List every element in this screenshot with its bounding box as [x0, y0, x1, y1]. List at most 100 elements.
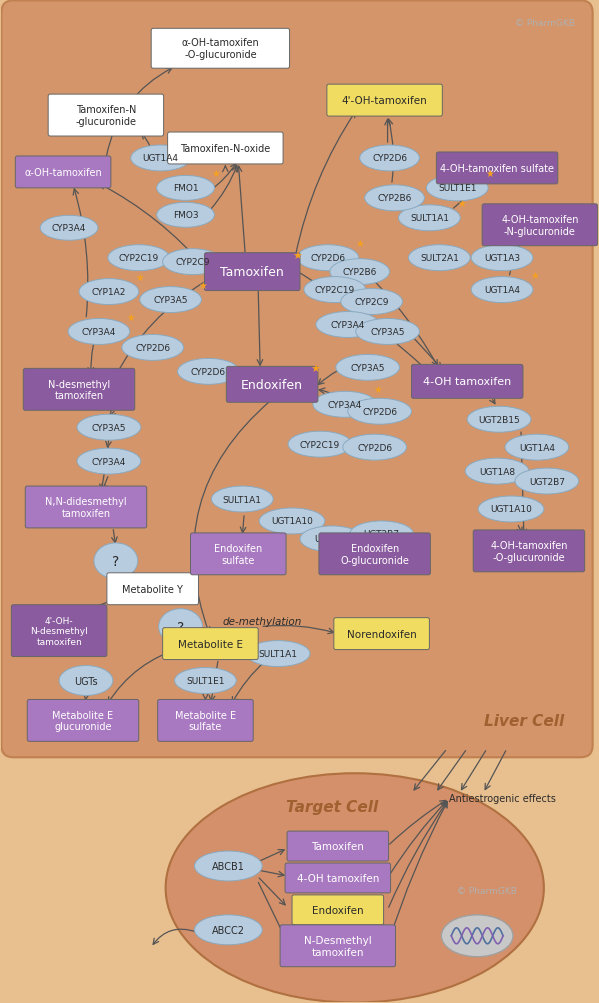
Ellipse shape — [300, 527, 364, 553]
Text: UGT1A10: UGT1A10 — [490, 505, 532, 514]
FancyBboxPatch shape — [226, 367, 318, 403]
Text: CYP3A4: CYP3A4 — [328, 400, 362, 409]
Text: SULT1A1: SULT1A1 — [223, 495, 262, 504]
Ellipse shape — [163, 250, 222, 276]
Ellipse shape — [471, 246, 533, 272]
Ellipse shape — [40, 216, 98, 241]
Text: CYP2D6: CYP2D6 — [372, 154, 407, 163]
Text: CYP2D6: CYP2D6 — [362, 407, 397, 416]
FancyBboxPatch shape — [163, 628, 258, 660]
Text: Endoxifen: Endoxifen — [312, 905, 364, 915]
Text: Endoxifen
O-glucuronide: Endoxifen O-glucuronide — [340, 544, 409, 565]
Text: Target Cell: Target Cell — [286, 798, 378, 813]
Text: © PharmGKB: © PharmGKB — [515, 19, 574, 28]
Text: ★: ★ — [356, 239, 364, 249]
Text: 4-OH tamoxifen: 4-OH tamoxifen — [297, 873, 379, 883]
Text: ★: ★ — [136, 273, 144, 282]
Ellipse shape — [79, 280, 139, 305]
Ellipse shape — [94, 544, 138, 579]
Text: 4-OH tamoxifen: 4-OH tamoxifen — [423, 377, 512, 387]
Text: FMO1: FMO1 — [173, 185, 198, 194]
Ellipse shape — [478, 496, 544, 523]
Ellipse shape — [157, 177, 214, 202]
Text: CYP2C19: CYP2C19 — [119, 254, 159, 263]
Text: Liver Cell: Liver Cell — [484, 713, 564, 728]
Text: FMO3: FMO3 — [173, 211, 198, 220]
Ellipse shape — [174, 668, 236, 694]
Text: α-OH-tamoxifen: α-OH-tamoxifen — [24, 168, 102, 178]
Text: Tamoxifen: Tamoxifen — [311, 842, 364, 852]
Ellipse shape — [336, 355, 400, 381]
Ellipse shape — [77, 415, 141, 440]
Text: 4-OH-tamoxifen
-N-glucuronide: 4-OH-tamoxifen -N-glucuronide — [501, 215, 579, 237]
Text: α-OH-tamoxifen
-O-glucuronide: α-OH-tamoxifen -O-glucuronide — [181, 38, 259, 60]
Ellipse shape — [77, 448, 141, 474]
Text: ★: ★ — [530, 271, 539, 281]
Text: CYP2D6: CYP2D6 — [191, 367, 226, 376]
Text: CYP3A5: CYP3A5 — [370, 328, 405, 337]
FancyBboxPatch shape — [107, 574, 198, 605]
Text: CYP2D6: CYP2D6 — [357, 443, 392, 452]
Text: CYP2B6: CYP2B6 — [377, 195, 412, 204]
Text: © PharmGKB: © PharmGKB — [457, 886, 517, 895]
Ellipse shape — [59, 666, 113, 696]
Ellipse shape — [398, 206, 460, 232]
Text: ★: ★ — [457, 199, 466, 209]
FancyBboxPatch shape — [204, 254, 300, 291]
Ellipse shape — [304, 278, 366, 303]
Ellipse shape — [471, 278, 533, 303]
Text: 4-OH-tamoxifen
-O-glucuronide: 4-OH-tamoxifen -O-glucuronide — [490, 541, 568, 562]
Text: ★: ★ — [374, 385, 382, 395]
Text: Endoxifen
sulfate: Endoxifen sulfate — [214, 544, 262, 565]
Ellipse shape — [108, 246, 170, 272]
Text: ABCB1: ABCB1 — [212, 862, 245, 872]
Ellipse shape — [330, 260, 389, 285]
Text: ★: ★ — [198, 280, 207, 290]
Text: ★: ★ — [211, 170, 220, 180]
Text: ABCC2: ABCC2 — [212, 925, 245, 935]
Text: UGT2B15: UGT2B15 — [478, 415, 520, 424]
Text: CYP3A4: CYP3A4 — [331, 321, 365, 330]
Text: ?: ? — [112, 555, 119, 569]
Text: Norendoxifen: Norendoxifen — [347, 629, 416, 639]
Text: N-Desmethyl
tamoxifen: N-Desmethyl tamoxifen — [304, 935, 372, 957]
Text: UGT1A8: UGT1A8 — [479, 467, 515, 476]
Text: UGT1A4: UGT1A4 — [484, 286, 520, 295]
Text: UGT1A8: UGT1A8 — [314, 535, 350, 544]
Text: Tamoxifen: Tamoxifen — [220, 266, 284, 279]
Text: de-methylation: de-methylation — [222, 616, 302, 626]
FancyBboxPatch shape — [482, 205, 598, 247]
FancyBboxPatch shape — [151, 29, 289, 69]
Ellipse shape — [409, 246, 470, 272]
Text: CYP3A5: CYP3A5 — [153, 296, 188, 305]
Ellipse shape — [122, 335, 183, 361]
Ellipse shape — [195, 852, 262, 881]
Text: CYP2D6: CYP2D6 — [310, 254, 346, 263]
Ellipse shape — [365, 186, 425, 212]
Text: Endoxifen: Endoxifen — [241, 378, 303, 391]
Ellipse shape — [313, 392, 377, 418]
FancyBboxPatch shape — [48, 95, 164, 136]
Ellipse shape — [360, 145, 419, 172]
Text: ★: ★ — [127, 312, 135, 322]
Text: 4'-OH-
N-desmethyl
tamoxifen: 4'-OH- N-desmethyl tamoxifen — [30, 616, 88, 646]
Ellipse shape — [131, 145, 190, 172]
Ellipse shape — [288, 431, 352, 457]
Text: 4'-OH-tamoxifen: 4'-OH-tamoxifen — [341, 96, 428, 106]
Text: Tamoxifen-N
-glucuronide: Tamoxifen-N -glucuronide — [75, 105, 137, 126]
FancyBboxPatch shape — [473, 531, 585, 573]
Text: CYP2C19: CYP2C19 — [300, 440, 340, 449]
Text: 4-OH-tamoxifen sulfate: 4-OH-tamoxifen sulfate — [440, 163, 554, 174]
Ellipse shape — [316, 312, 380, 338]
Text: SULT1A1: SULT1A1 — [410, 214, 449, 223]
Text: N-desmethyl
tamoxifen: N-desmethyl tamoxifen — [48, 379, 110, 401]
Text: CYP2B6: CYP2B6 — [343, 268, 377, 277]
FancyBboxPatch shape — [334, 618, 429, 650]
Ellipse shape — [426, 176, 488, 202]
Ellipse shape — [246, 641, 310, 667]
Text: Metabolite Y: Metabolite Y — [122, 584, 183, 594]
Text: ?: ? — [177, 620, 184, 634]
Text: SULT1A1: SULT1A1 — [259, 649, 298, 658]
Text: CYP2C9: CYP2C9 — [176, 258, 210, 267]
Ellipse shape — [177, 359, 239, 385]
